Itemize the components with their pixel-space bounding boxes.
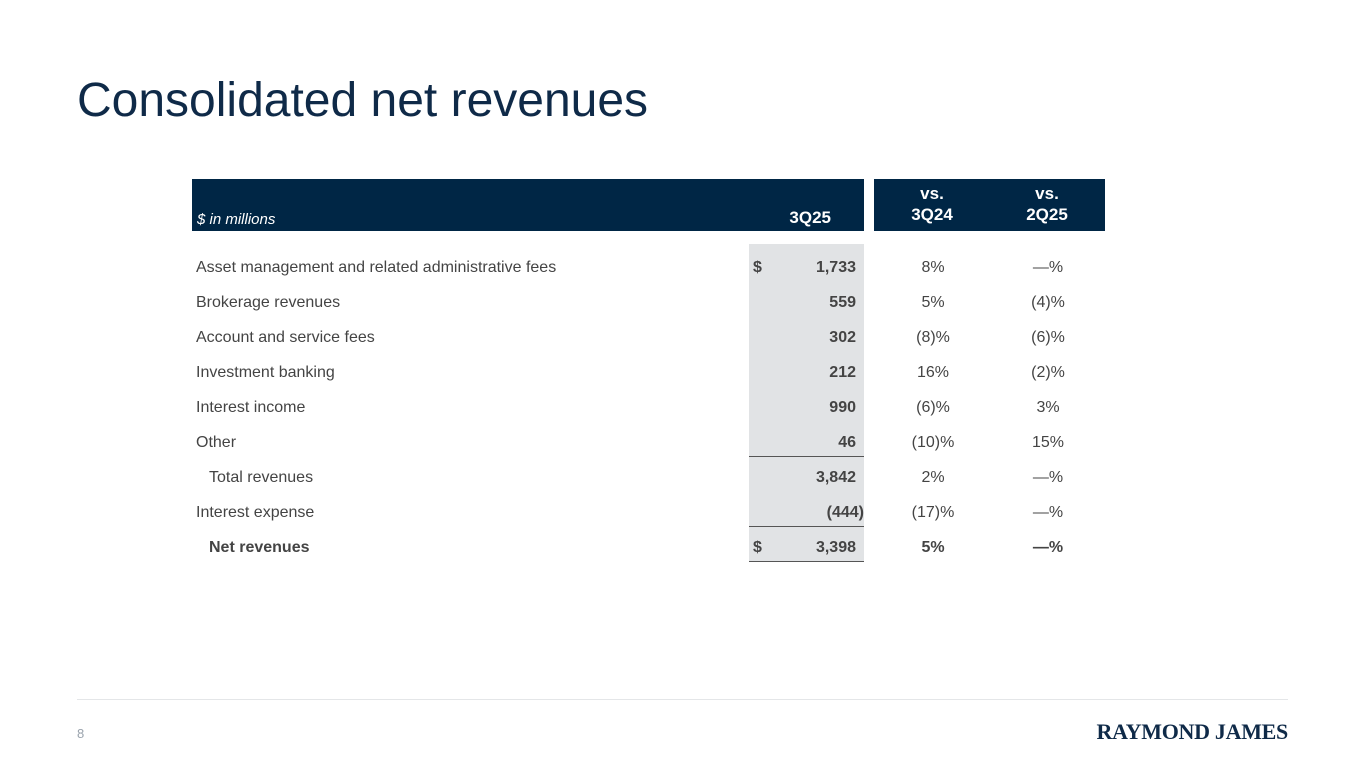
table-row: Interest expense (444) (17)% —% (192, 496, 1105, 531)
table-row: Other 46 (10)% 15% (192, 426, 1105, 461)
row-label: Interest expense (196, 504, 315, 521)
page-number: 8 (77, 726, 85, 741)
table-row: Interest income 990 (6)% 3% (192, 391, 1105, 426)
period-header: 3Q25 (789, 208, 831, 227)
row-vs-2q25: (4)% (1031, 294, 1065, 311)
row-value: (444) (826, 504, 864, 521)
table-header-right: vs. 3Q24 vs. 2Q25 (874, 179, 1105, 231)
row-vs-3q24: (10)% (911, 434, 955, 451)
row-label: Interest income (196, 399, 306, 416)
table-row-net-revenues: Net revenues $ 3,398 5% —% (192, 531, 1105, 566)
row-value: 212 (829, 364, 856, 381)
row-label: Asset management and related administrat… (196, 259, 557, 276)
row-value: 990 (829, 399, 856, 416)
row-value: 302 (829, 329, 856, 346)
subtotal-rule (749, 456, 864, 457)
compare-header-3q24: vs. 3Q24 (911, 184, 953, 224)
page-title: Consolidated net revenues (77, 74, 649, 127)
row-label: Other (196, 434, 237, 451)
compare-header-2q25: vs. 2Q25 (1026, 184, 1068, 224)
row-vs-3q24: 5% (921, 294, 945, 311)
dollar-sign: $ (753, 539, 762, 556)
table-row: Investment banking 212 16% (2)% (192, 356, 1105, 391)
table-row-total-revenues: Total revenues 3,842 2% —% (192, 461, 1105, 496)
row-vs-2q25: 3% (1036, 399, 1060, 416)
table-row: Asset management and related administrat… (192, 251, 1105, 286)
total-rule (749, 561, 864, 562)
footer-divider (77, 699, 1288, 700)
table-header-left: $ in millions 3Q25 (192, 179, 864, 231)
subtotal-rule (749, 526, 864, 527)
row-label: Brokerage revenues (196, 294, 341, 311)
row-vs-2q25: (6)% (1031, 329, 1065, 346)
row-label: Investment banking (196, 364, 335, 381)
row-label: Account and service fees (196, 329, 375, 346)
row-label: Net revenues (209, 539, 310, 556)
row-vs-2q25: —% (1032, 469, 1064, 486)
row-vs-3q24: 5% (921, 539, 945, 556)
row-vs-2q25: (2)% (1031, 364, 1065, 381)
raymond-james-logo: RAYMOND JAMES (1096, 719, 1289, 744)
dollar-sign: $ (753, 259, 762, 276)
table-row: Brokerage revenues 559 5% (4)% (192, 286, 1105, 321)
row-label: Total revenues (209, 469, 314, 486)
unit-label: $ in millions (197, 211, 276, 228)
row-vs-3q24: (8)% (916, 329, 950, 346)
current-period-column-shade (749, 244, 864, 562)
row-vs-2q25: —% (1032, 539, 1064, 556)
row-vs-2q25: 15% (1031, 434, 1065, 451)
row-vs-3q24: 16% (916, 364, 950, 381)
row-vs-3q24: 8% (921, 259, 945, 276)
row-value: 3,398 (815, 539, 856, 556)
row-vs-3q24: 2% (921, 469, 945, 486)
row-vs-3q24: (17)% (911, 504, 955, 521)
row-vs-3q24: (6)% (916, 399, 950, 416)
row-vs-2q25: —% (1032, 504, 1064, 521)
row-value: 1,733 (815, 259, 856, 276)
table-row: Account and service fees 302 (8)% (6)% (192, 321, 1105, 356)
row-value: 559 (829, 294, 856, 311)
row-value: 46 (838, 434, 856, 451)
row-value: 3,842 (815, 469, 856, 486)
row-vs-2q25: —% (1032, 259, 1064, 276)
